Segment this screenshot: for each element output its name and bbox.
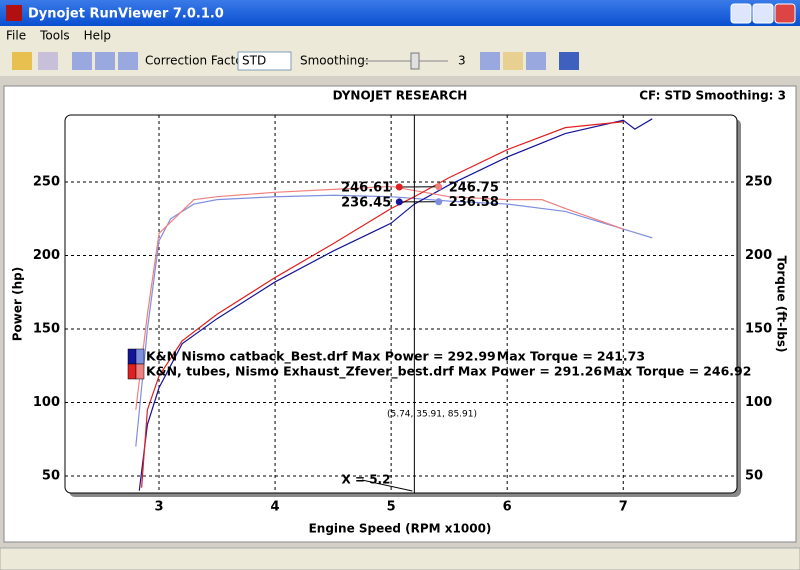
title-bar [0,0,800,26]
x-tick-label: 4 [271,500,280,515]
x-tick-label: 5 [387,500,396,515]
x-axis-label: Engine Speed (RPM x1000) [309,522,492,536]
y2-tick-label: 150 [745,321,772,336]
open-button[interactable] [12,52,32,70]
cursor-button[interactable] [559,52,579,70]
y-tick-label: 200 [33,248,60,263]
legend-text: 291.26 [554,364,603,379]
legend-swatch [135,363,145,380]
y2-tick-label: 250 [745,175,772,190]
app-icon [6,5,22,21]
cursor-value: 236.45 [341,195,391,210]
cursor-value: 236.58 [449,195,499,210]
smoothing-value: 3 [458,54,466,68]
menu-item[interactable]: Help [84,29,111,43]
delete-button[interactable] [38,52,58,70]
y2-tick-label: 200 [745,248,772,263]
legend-text: Max Torque = [603,364,699,379]
correction-value: STD [242,54,266,68]
chart-subtitle: CF: STD Smoothing: 3 [639,89,786,103]
x-tick-label: 3 [154,500,163,515]
legend-text: K&N, tubes, Nismo Exhaust_Zfever_best.dr… [146,364,454,380]
legend-text: 241.73 [597,349,645,364]
smoothing-slider[interactable] [410,52,420,70]
close-button[interactable] [774,3,796,24]
data-line [135,194,653,447]
y-tick-label: 250 [33,175,60,190]
x-tick-label: 6 [503,500,512,515]
view-button[interactable] [118,52,138,70]
menu-item[interactable]: Tools [39,29,70,43]
readout: (5.74, 35.91, 85.91) [387,410,477,420]
correction-select[interactable] [237,51,292,71]
legend-text: Max Power = [351,349,443,364]
cursor-dot [395,198,403,206]
legend-text: 292.99 [448,349,496,364]
menu-item[interactable]: File [6,29,26,43]
cursor-value: 246.75 [449,180,499,195]
y-tick-label: 150 [33,321,60,336]
legend-swatch [135,348,145,365]
legend-text: 246.92 [703,364,751,379]
view-button[interactable] [72,52,92,70]
y-tick-label: 100 [33,395,60,410]
menu-bar [0,26,800,46]
window-title: Dynojet RunViewer 7.0.1.0 [28,7,224,22]
y2-tick-label: 50 [745,468,763,483]
cursor-value: 246.61 [341,180,391,195]
maximize-button[interactable] [752,3,774,24]
legend-swatch [127,363,137,380]
legend-text: Max Power = [458,364,550,379]
x-tick-label: 7 [619,500,628,515]
zoom-button[interactable] [480,52,500,70]
cursor-dot [395,183,403,191]
data-line [135,185,624,410]
y2-tick-label: 100 [745,395,772,410]
cursor-dot [435,198,443,206]
y-tick-label: 50 [42,468,60,483]
smoothing-label: Smoothing: [300,54,369,68]
y2-axis-label: Torque (ft-lbs) [775,256,789,353]
cursor-pointer [361,479,413,492]
status-bar [0,547,800,570]
minimize-button[interactable] [730,3,752,24]
legend-swatch [127,348,137,365]
cursor-dot [435,183,443,191]
data-line [141,121,624,488]
legend-text: Max Torque = [497,349,593,364]
cursor-label: X = 5.2 [342,473,391,487]
chart-title: DYNOJET RESEARCH [333,89,468,103]
y-axis-label: Power (hp) [11,267,25,341]
pan-button[interactable] [503,52,523,70]
reset-button[interactable] [526,52,546,70]
legend-text: K&N Nismo catback_Best.drf [146,349,348,365]
plot-area [64,114,738,494]
correction-label: Correction Factor: [145,54,251,68]
data-line [138,118,653,491]
view-button[interactable] [95,52,115,70]
